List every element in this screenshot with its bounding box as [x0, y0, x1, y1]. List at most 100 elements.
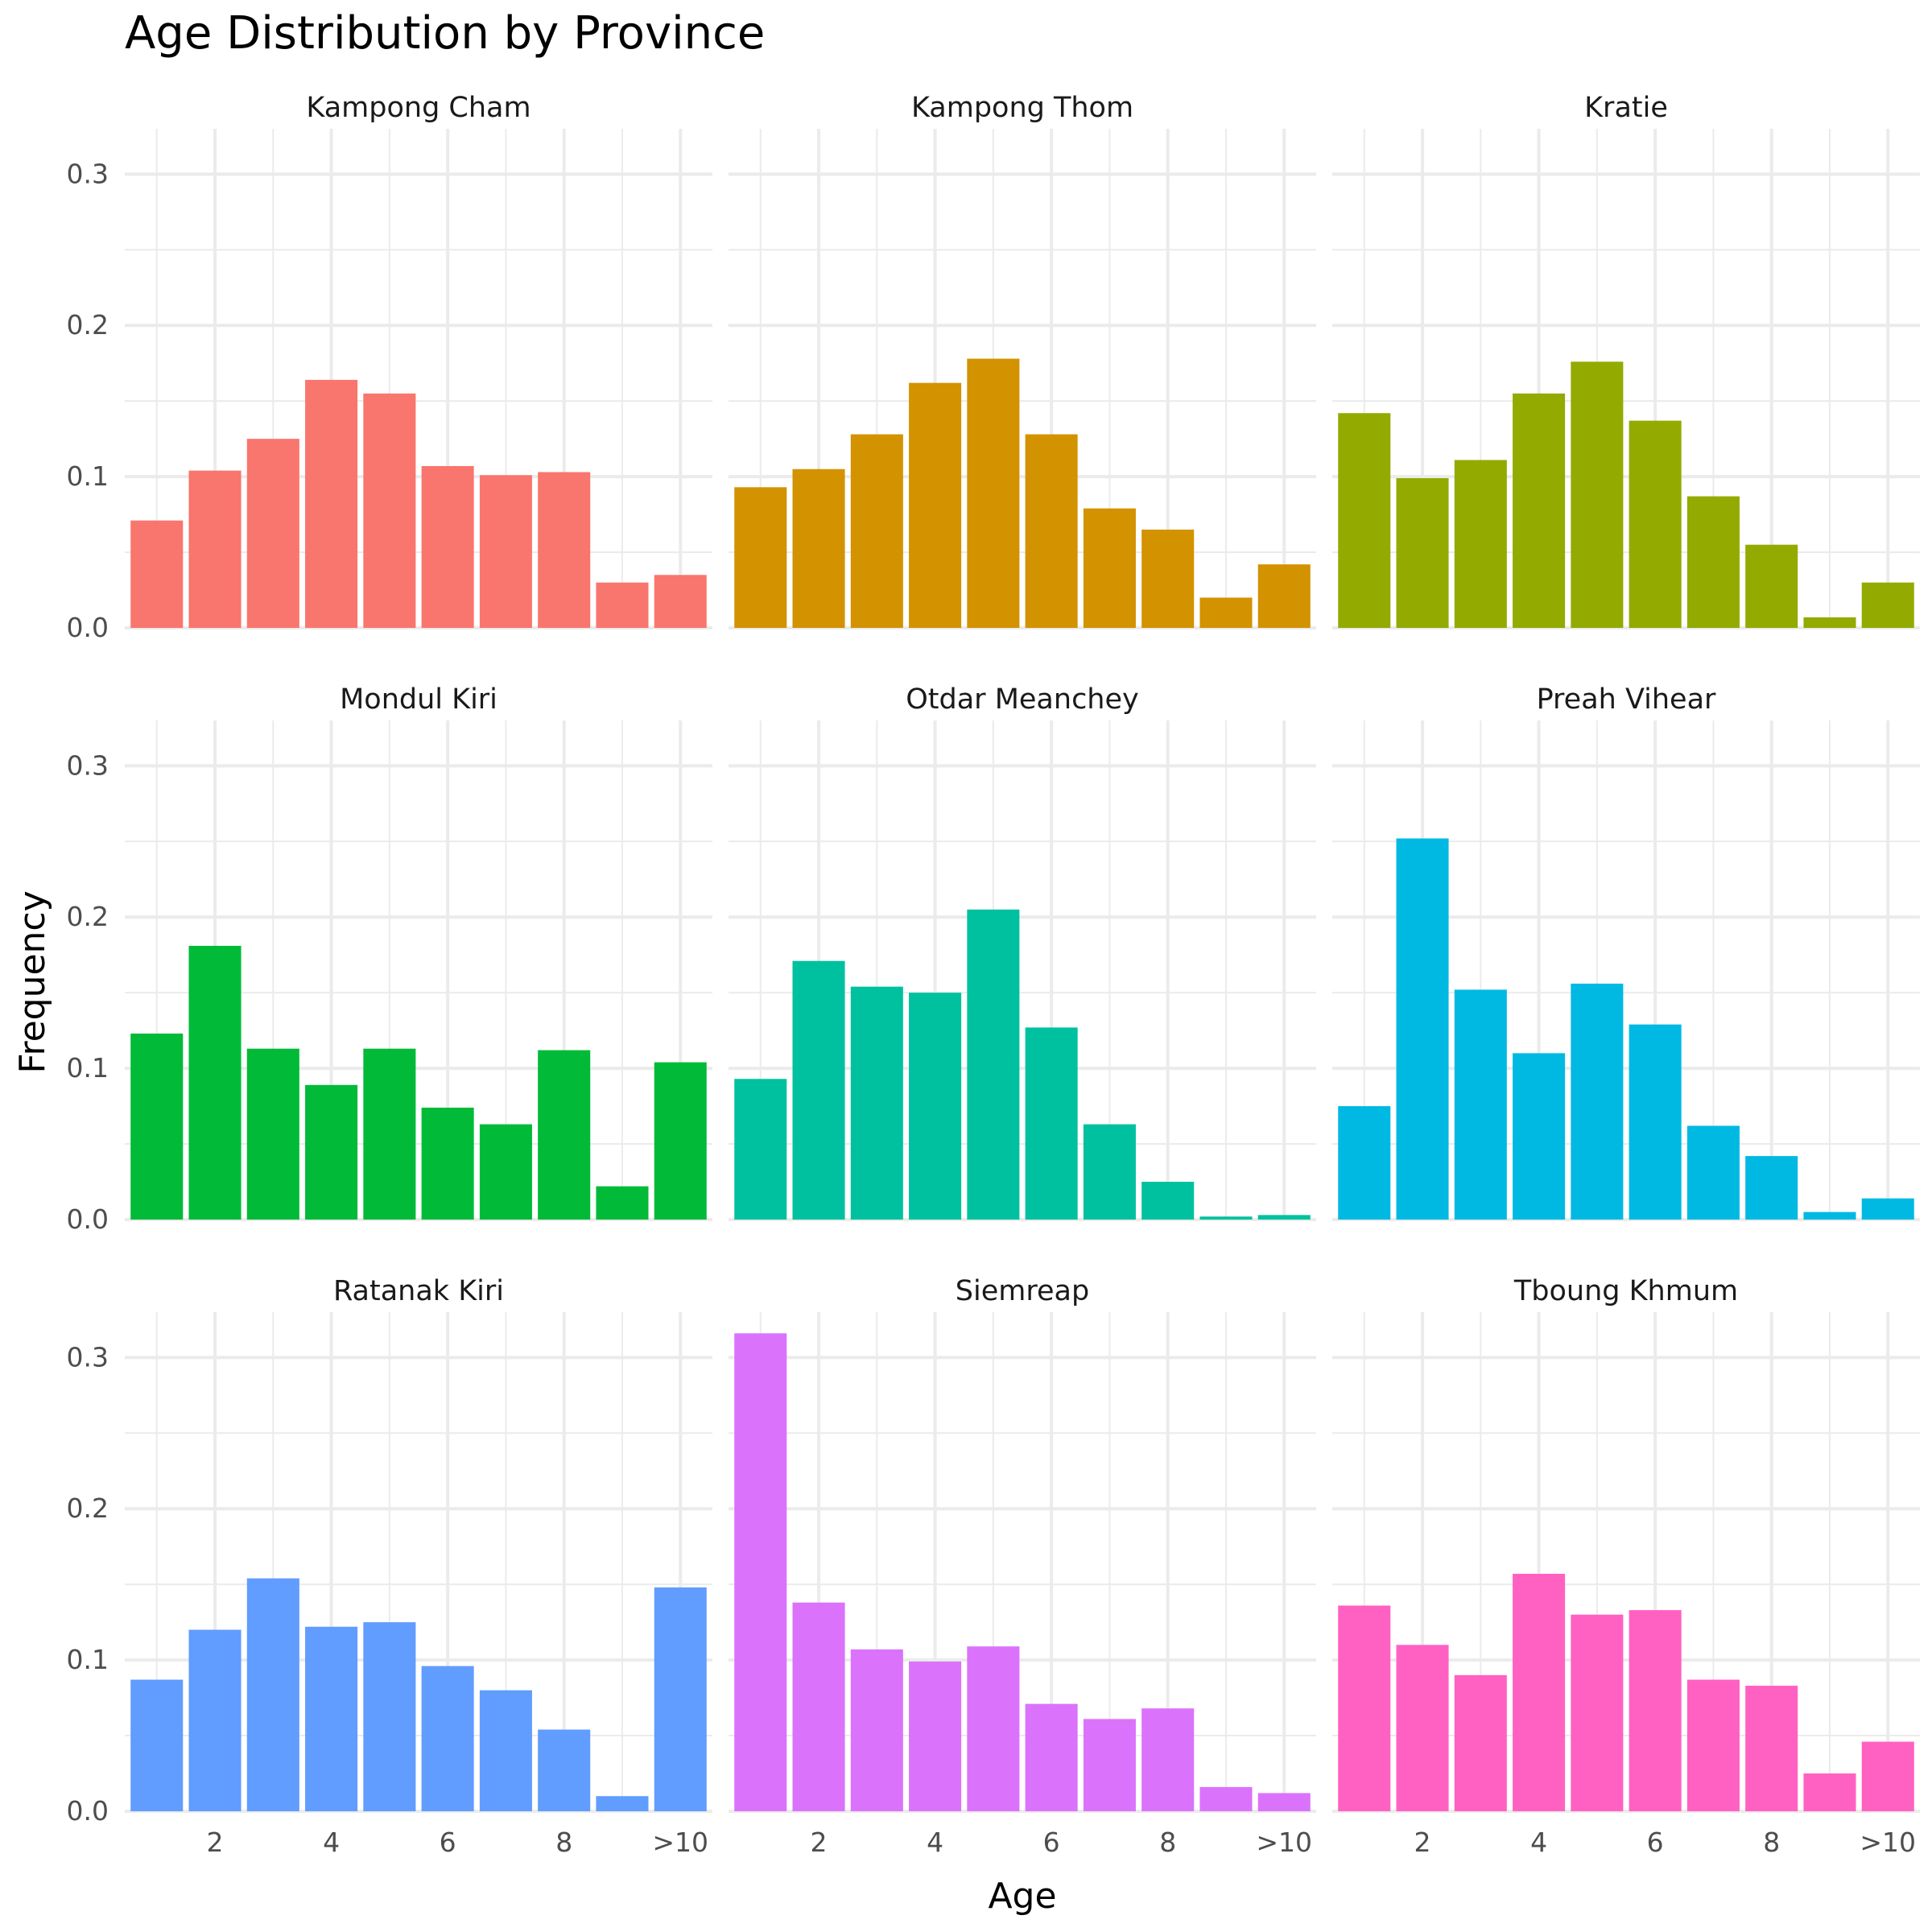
bar [734, 1079, 787, 1220]
bar [792, 960, 845, 1220]
facet-strip-label: Otdar Meanchey [906, 683, 1139, 716]
bar [1338, 1605, 1391, 1811]
bar [654, 1587, 707, 1811]
bar [479, 475, 532, 628]
bar [850, 434, 903, 628]
bar [130, 1679, 184, 1811]
bar [1513, 1053, 1566, 1220]
bar [1803, 1212, 1856, 1220]
bar [305, 379, 358, 628]
x-tick-label: 6 [1647, 1827, 1664, 1858]
bar [1454, 1674, 1507, 1811]
bar [363, 393, 416, 628]
x-tick-label: 4 [323, 1827, 340, 1858]
bar [1396, 478, 1449, 628]
facet-panel: Preah Vihear [1332, 683, 1920, 1221]
bar [538, 1729, 591, 1811]
bar [1083, 508, 1136, 628]
bar [1803, 1773, 1856, 1811]
bar [1396, 838, 1449, 1220]
facet-panel: Kampong Cham 0.0 0.1 0.2 0.3 [67, 92, 712, 643]
bar [1861, 582, 1914, 628]
x-axis-title: Age [988, 1876, 1056, 1917]
bar [1141, 1708, 1195, 1811]
y-tick-label: 0.3 [67, 749, 109, 781]
bar [1338, 413, 1391, 628]
x-tick-label: 2 [207, 1827, 224, 1858]
bar [479, 1690, 532, 1811]
bar [1396, 1645, 1449, 1811]
bar [305, 1084, 358, 1220]
y-tick-label: 0.1 [67, 460, 109, 492]
y-tick-label: 0.2 [67, 901, 109, 932]
facet-strip-label: Kratie [1584, 92, 1668, 124]
y-tick-label: 0.1 [67, 1644, 109, 1675]
bar [1629, 1610, 1682, 1811]
bar [1338, 1106, 1391, 1220]
bar [734, 1333, 787, 1811]
x-tick-label: 8 [1159, 1827, 1176, 1858]
facet-strip-label: Mondul Kiri [340, 683, 497, 716]
facet-strip-label: Kampong Thom [911, 92, 1133, 124]
bar [363, 1622, 416, 1811]
bar [1686, 1679, 1740, 1811]
bar [246, 1048, 299, 1220]
bar [1571, 361, 1624, 628]
bar [967, 358, 1020, 628]
bar [1686, 1125, 1740, 1220]
bar [596, 1186, 649, 1220]
bar [792, 469, 845, 628]
x-tick-label: >10 [1860, 1827, 1916, 1858]
bar [1513, 1574, 1566, 1811]
chart-title: Age Distribution by Province [125, 7, 765, 60]
bar [188, 470, 242, 628]
bar [1025, 1027, 1078, 1220]
bar [479, 1124, 532, 1220]
bar [967, 1646, 1020, 1811]
bar [1199, 1216, 1253, 1220]
bar [654, 575, 707, 628]
bar [1571, 983, 1624, 1220]
y-tick-label: 0.0 [67, 1203, 109, 1235]
y-tick-label: 0.1 [67, 1052, 109, 1084]
bar [1025, 1703, 1078, 1811]
y-tick-label: 0.2 [67, 1492, 109, 1524]
bar [1199, 1786, 1253, 1811]
facet-panel: Mondul Kiri 0.0 0.1 0.2 0.3 [67, 683, 712, 1235]
bar [909, 993, 962, 1220]
bar [1571, 1614, 1624, 1811]
bar [188, 945, 242, 1220]
bar [305, 1626, 358, 1811]
facet-strip-label: Tboung Khmum [1513, 1275, 1738, 1307]
bar [1454, 989, 1507, 1220]
y-tick-label: 0.2 [67, 309, 109, 341]
bar [1686, 496, 1740, 628]
bar [421, 1107, 474, 1220]
y-axis-title: Frequency [12, 890, 53, 1073]
bar [1861, 1198, 1914, 1220]
facet-panel: Kampong Thom [729, 92, 1316, 630]
facet-panel: Siemreap 2 4 6 8 >10 [729, 1275, 1316, 1858]
bar [909, 382, 962, 628]
x-tick-label: 8 [555, 1827, 572, 1858]
bar [850, 1649, 903, 1811]
bar [1025, 434, 1078, 628]
x-tick-label: 2 [1414, 1827, 1431, 1858]
bar [363, 1048, 416, 1220]
bar [792, 1602, 845, 1811]
x-tick-label: 6 [1043, 1827, 1060, 1858]
facet-panel: Otdar Meanchey [729, 683, 1316, 1221]
facet-panel: Kratie [1332, 92, 1920, 630]
y-tick-label: 0.0 [67, 612, 109, 643]
x-tick-label: 2 [811, 1827, 828, 1858]
x-tick-label: 4 [927, 1827, 943, 1858]
bar [246, 1578, 299, 1811]
facet-panel: Tboung Khmum 2 4 6 8 >10 [1332, 1275, 1920, 1858]
bar [188, 1629, 242, 1811]
bar [967, 909, 1020, 1220]
y-tick-label: 0.3 [67, 158, 109, 189]
bar [1513, 393, 1566, 628]
bar [1199, 597, 1253, 628]
bar [1083, 1719, 1136, 1811]
